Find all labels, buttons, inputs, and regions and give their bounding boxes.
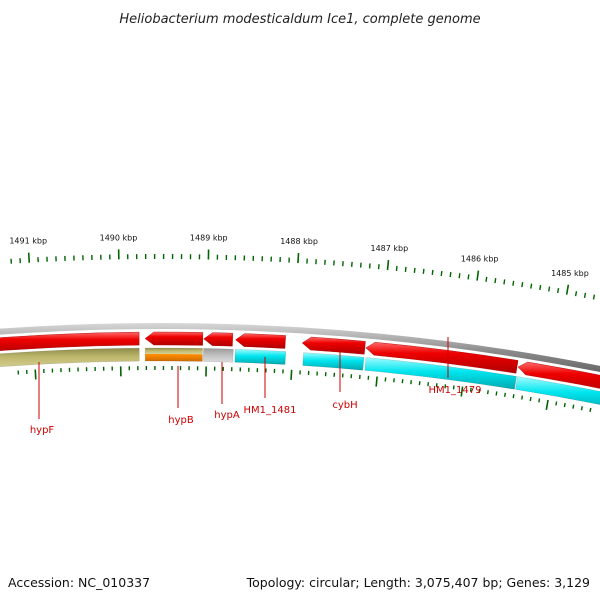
kbp-tick-minor	[494, 278, 497, 284]
kbp-tick-label: 1491 kbp	[9, 237, 47, 246]
gene-feature-cybH	[302, 352, 365, 371]
kbp-tick-minor	[422, 268, 425, 274]
inner-tick-minor	[504, 392, 507, 397]
gene-feature-HM1_1481	[234, 349, 286, 365]
topology-summary-text: Topology: circular; Length: 3,075,407 bp…	[246, 575, 590, 590]
inner-tick-minor	[529, 396, 532, 402]
inner-tick-minor	[580, 406, 583, 411]
gene-arrow-upstream-forward	[517, 361, 600, 389]
kbp-tick-minor	[548, 286, 551, 292]
gene-feature-HM1_1479	[515, 376, 600, 405]
gene-arrow-hypA-forward	[203, 332, 234, 347]
kbp-tick-layer: 1491 kbp 1490 kbp 1489 kbp 1488 kbp 1487 kbp…	[9, 233, 596, 412]
genome-title: Heliobacterium modesticaldum Ice1, compl…	[119, 12, 480, 27]
kbp-tick-minor	[458, 273, 461, 279]
kbp-tick-label: 1487 kbp	[371, 244, 409, 253]
kbp-tick-major	[565, 284, 570, 295]
inner-tick-minor	[495, 391, 498, 396]
kbp-tick-minor	[404, 266, 407, 272]
inner-tick-minor	[538, 398, 541, 403]
kbp-tick-minor	[503, 279, 506, 285]
inner-tick-minor	[444, 384, 447, 389]
kbp-tick-minor	[485, 276, 488, 282]
kbp-tick-minor	[413, 267, 416, 273]
kbp-tick-major	[476, 270, 480, 281]
inner-tick-minor	[555, 401, 558, 406]
kbp-tick-label: 1486 kbp	[461, 255, 499, 264]
gene-arrow-cybH-forward	[301, 336, 366, 355]
inner-tick-major	[375, 376, 378, 387]
kbp-tick-minor	[539, 284, 542, 291]
kbp-tick-minor	[530, 283, 533, 289]
gene-label-hypF: hypF	[30, 425, 55, 436]
gene-arrow-hypB-forward	[144, 331, 204, 346]
kbp-tick-major	[386, 260, 390, 271]
kbp-tick-label: 1489 kbp	[190, 234, 228, 243]
inner-tick-minor	[512, 394, 515, 399]
kbp-tick-label: 1485 kbp	[551, 269, 589, 278]
inner-tick-minor	[478, 388, 481, 394]
kbp-tick-minor	[449, 272, 452, 278]
gene-feature-hypA	[203, 348, 234, 363]
inner-tick-major	[34, 369, 37, 380]
kbp-tick-minor	[521, 282, 524, 288]
inner-tick-major	[290, 369, 293, 380]
inner-tick-major	[545, 399, 549, 410]
kbp-tick-minor	[431, 269, 434, 275]
kbp-tick-minor	[440, 270, 443, 277]
kbp-tick-minor	[556, 287, 560, 294]
kbp-tick-minor	[467, 274, 470, 280]
gene-label-cybH: cybH	[332, 400, 357, 411]
gene-arrow-HM1_1479-forward	[365, 342, 519, 374]
gene-label-layer: hypF hypB hypA HM1_1481 cybH HM1_1479	[30, 337, 482, 436]
inner-tick-minor	[486, 390, 489, 395]
kbp-tick-label: 1490 kbp	[100, 233, 138, 242]
inner-tick-minor	[452, 385, 455, 390]
inner-tick-minor	[563, 402, 566, 408]
genome-backbone	[0, 323, 600, 373]
backbone-layer	[0, 323, 600, 373]
gene-label-hypA: hypA	[214, 410, 240, 421]
inner-tick-minor	[469, 387, 472, 392]
inner-tick-major	[460, 386, 464, 397]
kbp-tick-major	[297, 253, 300, 264]
gene-label-hypB: hypB	[168, 415, 194, 426]
kbp-tick-minor	[592, 294, 596, 300]
gene-label-HM1_1481: HM1_1481	[244, 405, 297, 416]
kbp-tick-minor	[395, 265, 398, 272]
gene-label-HM1_1479: HM1_1479	[429, 385, 482, 396]
gene-feature-hypF	[0, 347, 140, 367]
accession-text: Accession: NC_010337	[8, 575, 150, 590]
gene-arrow-HM1_1481-forward	[235, 333, 286, 349]
gene-layer	[0, 331, 600, 405]
kbp-tick-label: 1488 kbp	[280, 237, 318, 246]
kbp-tick-major	[27, 252, 31, 263]
gene-feature-hypB-stripe	[145, 348, 203, 355]
gene-feature-HM1_1479	[364, 357, 517, 390]
inner-tick-minor	[572, 404, 575, 409]
inner-tick-minor	[589, 407, 592, 412]
kbp-tick-minor	[512, 280, 515, 286]
inner-tick-minor	[521, 395, 524, 400]
kbp-tick-minor	[583, 292, 587, 298]
gene-arrow-hypF-forward	[0, 331, 140, 351]
kbp-tick-minor	[574, 291, 578, 297]
